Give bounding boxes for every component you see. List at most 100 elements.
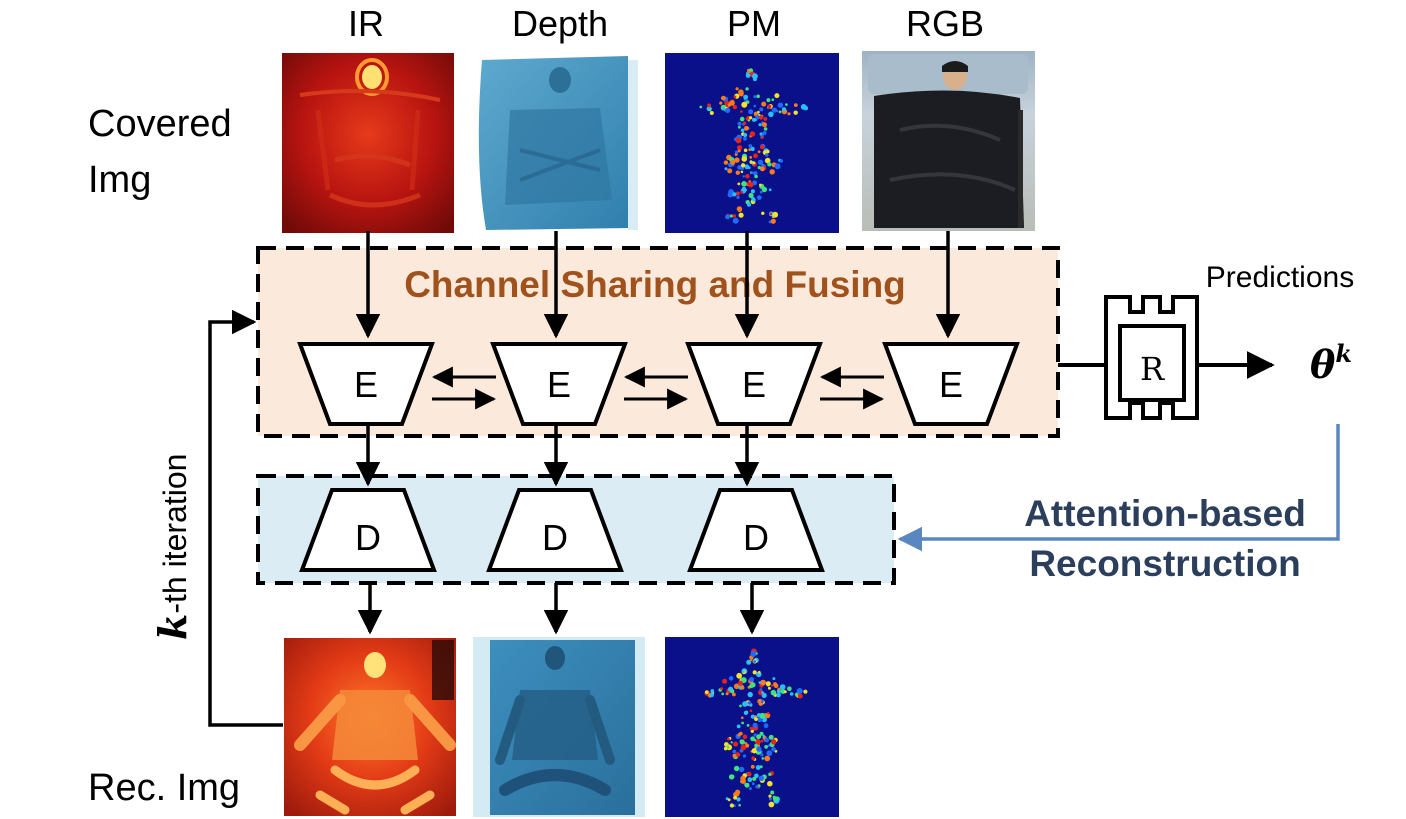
pm-speckle: [760, 679, 766, 686]
covered-pm-image: [665, 53, 839, 233]
pm-speckle: [756, 195, 762, 201]
pm-speckle: [743, 132, 748, 138]
pm-speckle: [748, 148, 752, 152]
pm-speckle: [770, 790, 775, 795]
pm-speckle: [736, 797, 741, 802]
pm-speckle: [733, 683, 740, 690]
encoder-rgb-label: E: [939, 364, 963, 405]
pm-speckle: [745, 87, 749, 91]
pm-speckle: [740, 163, 746, 168]
pm-speckle: [743, 710, 749, 716]
pm-speckle: [762, 734, 766, 738]
pm-speckle: [735, 191, 740, 196]
pm-speckle: [781, 107, 787, 112]
pm-speckle: [803, 689, 808, 694]
row-label-covered-img: Img: [88, 159, 151, 201]
pm-speckle: [765, 149, 770, 154]
pm-speckle: [736, 724, 741, 729]
pm-speckle: [741, 670, 745, 673]
pm-speckle: [741, 101, 748, 108]
pm-speckle: [747, 70, 751, 74]
pm-speckle: [707, 103, 712, 108]
attention-feedback-arrow: [897, 424, 1340, 552]
pm-heatmap-dots: [699, 68, 809, 224]
pm-speckle: [752, 198, 756, 202]
pm-speckle: [774, 93, 780, 99]
pm-speckle: [725, 107, 731, 113]
pm-speckle: [754, 743, 758, 748]
pm-speckle: [750, 729, 754, 733]
pm-speckle: [753, 153, 758, 159]
regressor-label: R: [1140, 350, 1165, 388]
pm-speckle: [787, 686, 792, 691]
pm-speckle: [759, 731, 764, 736]
pm-speckle: [750, 658, 753, 662]
pm-speckle: [754, 174, 758, 179]
pm-speckle: [747, 701, 751, 705]
pm-speckle: [732, 104, 738, 110]
pm-speckle: [738, 91, 744, 97]
pm-speckle: [730, 741, 733, 744]
pm-speckle: [730, 159, 736, 165]
encoder-rgb: E: [882, 342, 1020, 426]
pm-speckle: [752, 161, 756, 165]
pm-speckle: [772, 211, 779, 218]
pm-speckle: [721, 95, 726, 101]
pm-speckle: [803, 105, 809, 111]
pm-speckle: [763, 127, 768, 131]
pm-speckle: [737, 182, 741, 186]
pm-speckle: [742, 734, 748, 740]
pm-speckle: [769, 797, 772, 801]
pm-speckle: [749, 677, 755, 682]
covered-rgb-image: [862, 51, 1035, 231]
pm-speckle: [729, 214, 733, 218]
pm-speckle: [747, 691, 753, 698]
pm-speckle: [723, 160, 729, 165]
pm-speckle: [787, 112, 791, 116]
pm-speckle: [728, 774, 735, 780]
encoder-ir: E: [297, 342, 435, 426]
pm-speckle: [760, 166, 765, 172]
output-theta-superscript: k: [1335, 339, 1352, 368]
pm-speckle: [751, 171, 754, 174]
pm-speckle: [746, 724, 750, 727]
output-theta-symbol: θ: [1310, 342, 1336, 387]
pm-speckle: [771, 107, 778, 113]
pm-speckle: [768, 188, 772, 192]
pm-speckle: [752, 73, 758, 80]
pm-speckle: [737, 165, 742, 170]
pm-speckle: [770, 689, 777, 696]
decoder-ir-label: D: [355, 517, 381, 558]
pm-speckle: [769, 169, 775, 175]
pm-speckle: [748, 144, 753, 148]
pm-speckle: [724, 167, 728, 171]
row-label-reconstructed: Rec. Img: [88, 767, 240, 809]
pm-speckle: [778, 110, 782, 114]
pm-speckle: [776, 692, 781, 698]
pm-speckle: [751, 782, 755, 786]
pm-speckle: [732, 192, 737, 197]
pm-speckle: [753, 104, 757, 108]
pm-speckle: [759, 132, 763, 136]
pm-speckle: [747, 181, 754, 188]
iteration-k-text: -th iteration: [157, 454, 193, 614]
pm-speckle: [758, 123, 762, 127]
exchange-arrows-ir-depth: [431, 366, 497, 410]
reconstruction-label-line1: Attention-based: [1024, 493, 1306, 534]
pm-speckle: [764, 745, 768, 749]
pm-heatmap-dots-reconstructed: [704, 648, 808, 808]
pm-speckle: [793, 103, 798, 107]
pm-speckle: [737, 121, 742, 126]
pm-speckle: [789, 692, 794, 696]
column-label-pm: PM: [727, 3, 781, 44]
pm-speckle: [761, 101, 767, 107]
pm-speckle: [736, 195, 740, 199]
pm-speckle: [757, 699, 762, 704]
pm-speckle: [738, 212, 744, 218]
covered-depth-image: [473, 53, 645, 233]
pm-speckle: [768, 772, 772, 777]
pm-speckle: [740, 110, 743, 113]
pm-speckle: [760, 739, 764, 743]
pm-speckle: [749, 156, 753, 159]
